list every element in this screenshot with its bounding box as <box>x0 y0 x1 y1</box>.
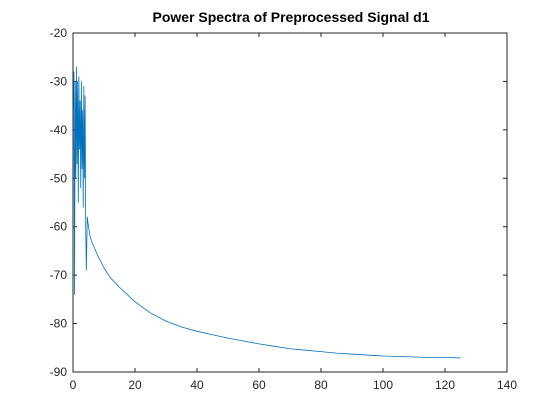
y-tick-label: -80 <box>50 317 68 331</box>
x-tick-label: 40 <box>190 378 204 392</box>
chart-title: Power Spectra of Preprocessed Signal d1 <box>153 9 430 25</box>
x-tick-label: 100 <box>373 378 393 392</box>
y-tick-label: -90 <box>50 365 68 379</box>
x-tick-label: 120 <box>435 378 455 392</box>
y-tick-label: -20 <box>50 26 68 40</box>
y-tick-label: -40 <box>50 123 68 137</box>
y-tick-label: -30 <box>50 74 68 88</box>
x-tick-label: 140 <box>497 378 517 392</box>
x-tick-label: 60 <box>252 378 266 392</box>
x-tick-label: 20 <box>128 378 142 392</box>
y-tick-label: -50 <box>50 171 68 185</box>
y-tick-label: -70 <box>50 268 68 282</box>
y-tick-label: -60 <box>50 220 68 234</box>
axes-box <box>72 32 508 373</box>
x-tick-label: 0 <box>70 378 77 392</box>
x-tick-label: 80 <box>314 378 328 392</box>
plot-lines <box>72 66 461 359</box>
axes: 0 20 40 60 80 100 120 140 -90 -80 -70 -60 -50 -40 -30 -… <box>50 26 518 392</box>
series-line-1 <box>72 66 461 359</box>
